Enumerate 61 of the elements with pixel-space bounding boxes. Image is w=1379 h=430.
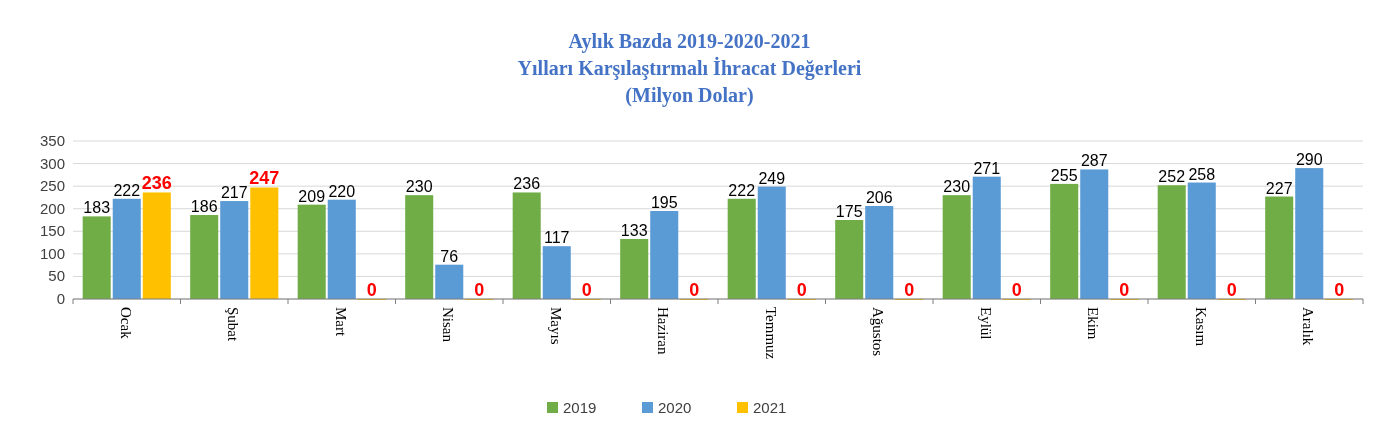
x-tick-label: Kasım — [1192, 307, 1209, 347]
x-tick-label: Haziran — [655, 307, 672, 355]
data-label: 271 — [973, 159, 1001, 177]
data-label: 255 — [1050, 166, 1078, 184]
data-label: 0 — [689, 280, 700, 300]
data-label: 222 — [728, 181, 756, 199]
data-label: 236 — [141, 173, 172, 194]
x-tick-label: Mart — [332, 307, 349, 337]
data-label: 247 — [249, 168, 280, 189]
x-tick-label: Eylül — [977, 307, 994, 340]
y-tick-label: 200 — [39, 199, 65, 217]
chart-title: Aylık Bazda 2019-2020-2021 Yılları Karşılaştırmalı İhracat Değerleri — [517, 30, 862, 80]
y-tick-label: 150 — [39, 222, 65, 240]
data-label: 0 — [1119, 280, 1130, 300]
x-tick-label: Mayıs — [547, 307, 564, 345]
data-label: 258 — [1188, 165, 1216, 183]
data-label: 236 — [513, 175, 541, 193]
data-label: 186 — [190, 198, 218, 216]
y-tick-label: 250 — [39, 177, 65, 195]
data-label: 252 — [1158, 168, 1186, 186]
data-label: 222 — [113, 181, 141, 199]
legend-label: 2019 — [563, 399, 597, 416]
legend-label: 2021 — [753, 399, 787, 416]
y-tick-label: 300 — [39, 154, 65, 172]
data-label: 0 — [581, 280, 592, 300]
data-label: 183 — [83, 199, 111, 217]
data-label: 249 — [758, 169, 786, 187]
data-label: 209 — [298, 187, 326, 205]
data-label: 175 — [835, 203, 863, 220]
data-label: 0 — [1226, 280, 1237, 300]
data-label: 0 — [904, 280, 915, 300]
x-tick-label: Aralık — [1300, 307, 1317, 346]
x-tick-label: Ağustos — [870, 307, 887, 357]
data-label: 217 — [220, 184, 248, 202]
data-label: 195 — [650, 193, 678, 211]
x-tick-label: Nisan — [440, 307, 457, 343]
data-label: 0 — [796, 280, 807, 300]
x-tick-label: Şubat — [225, 307, 242, 342]
data-label: 230 — [405, 178, 433, 196]
data-label: 76 — [440, 247, 459, 265]
data-label: 230 — [943, 178, 971, 196]
data-label: 227 — [1265, 179, 1293, 197]
data-label: 0 — [1334, 280, 1345, 300]
chart-subtitle: (Milyon Dolar) — [625, 84, 754, 107]
data-label: 220 — [328, 182, 356, 200]
data-label: 290 — [1295, 151, 1323, 169]
y-tick-label: 0 — [56, 290, 65, 307]
data-label: 0 — [474, 280, 485, 300]
y-tick-label: 50 — [48, 267, 65, 285]
legend-label: 2020 — [658, 399, 692, 416]
x-tick-label: Temmuz — [762, 307, 779, 360]
data-label: 206 — [865, 189, 893, 207]
x-tick-label: Ocak — [117, 307, 134, 340]
data-label: 0 — [1011, 280, 1022, 300]
y-tick-label: 350 — [39, 132, 65, 149]
data-label: 287 — [1080, 152, 1108, 170]
x-tick-label: Ekim — [1085, 307, 1102, 340]
data-label: 117 — [543, 229, 570, 247]
data-label: 133 — [620, 221, 648, 239]
data-label: 0 — [366, 280, 377, 300]
y-tick-label: 100 — [39, 244, 65, 262]
